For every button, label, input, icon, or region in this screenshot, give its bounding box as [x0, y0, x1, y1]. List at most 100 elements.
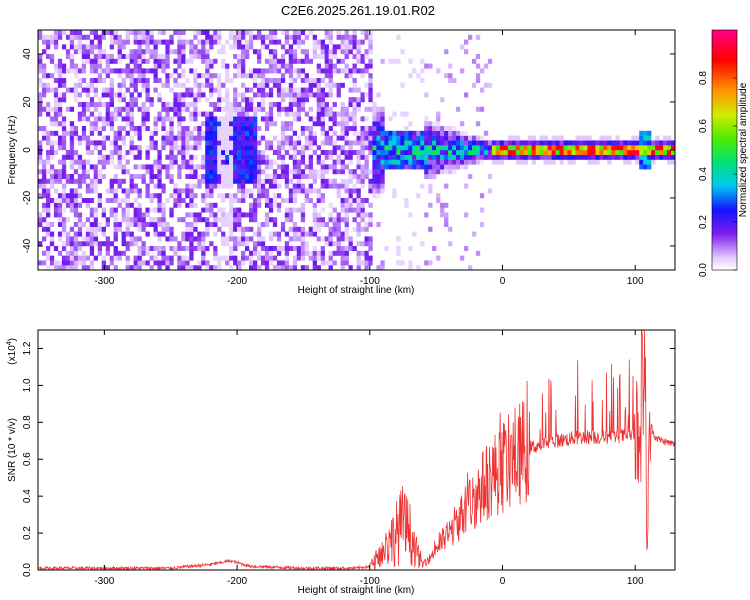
spectrogram-cell — [213, 217, 218, 223]
snr-scale-factor: (x104) — [6, 338, 18, 365]
spectrogram-cell — [253, 121, 258, 127]
spectrogram-cell — [257, 236, 262, 242]
spectrogram-cell — [213, 164, 218, 170]
spectrogram-cell — [288, 34, 294, 40]
spectrogram-cell — [137, 34, 142, 40]
spectrogram-cell — [328, 202, 333, 208]
spectrogram-cell — [352, 198, 357, 203]
spectrogram-cell — [73, 73, 79, 79]
spectrogram-cell — [483, 63, 489, 69]
spectrogram-cell — [296, 159, 302, 165]
spectrogram-cell — [117, 54, 122, 59]
spectrogram-cell — [69, 207, 75, 213]
colorbar-step — [712, 134, 737, 137]
spectrogram-cell — [205, 154, 210, 160]
spectrogram-cell — [133, 164, 138, 170]
spectrogram-cell — [77, 82, 83, 88]
spectrogram-cell — [352, 54, 357, 59]
spectrogram-cell — [137, 236, 142, 242]
spectrogram-cell — [663, 145, 668, 151]
colorbar-step — [712, 98, 737, 101]
spectrogram-cell — [468, 34, 473, 40]
spectrogram-cell — [296, 34, 302, 40]
spectrogram-cell — [165, 169, 170, 175]
spectrogram-cell — [101, 260, 106, 266]
spectrogram-cell — [229, 150, 234, 155]
spectrogram-cell — [412, 159, 417, 165]
spectrogram-cell — [89, 246, 95, 251]
spectrogram-cell — [352, 44, 357, 50]
spectrogram-cell — [456, 140, 461, 146]
spectrogram-cell — [193, 111, 198, 117]
spectrogram-cell — [133, 130, 138, 136]
spectrogram-cell — [229, 164, 234, 170]
spectrogram-cell — [57, 217, 63, 223]
spectrogram-cell — [292, 231, 298, 237]
spectrogram-cell — [663, 154, 668, 160]
spectrogram-cell — [639, 164, 644, 170]
spectrogram-cell — [308, 226, 313, 232]
spectrogram-cell — [121, 212, 126, 218]
spectrogram-cell — [189, 49, 194, 55]
spectrogram-cell — [109, 212, 114, 218]
spectrogram-cell — [543, 145, 548, 151]
spectrogram-cell — [372, 154, 377, 160]
spectrogram-cell — [201, 241, 206, 247]
spectrogram-cell — [376, 174, 381, 179]
spectrogram-cell — [292, 111, 298, 117]
spectrogram-cell — [340, 130, 345, 136]
spectrogram-cell — [141, 246, 146, 251]
spectrogram-cell — [332, 250, 337, 256]
spectrogram-cell — [153, 255, 158, 261]
spectrogram-cell — [663, 140, 668, 146]
spectrogram-cell — [340, 49, 345, 55]
spectrogram-cell — [249, 217, 254, 223]
spectrogram-cell — [320, 255, 325, 261]
spectrogram-cell — [392, 140, 397, 146]
spectrogram-cell — [201, 198, 206, 203]
spectrogram-cell — [296, 226, 302, 232]
spectrogram-cell — [479, 68, 485, 74]
spectrogram-cell — [177, 188, 182, 194]
spectrogram-cell — [368, 39, 373, 45]
spectrogram-cell — [109, 207, 114, 213]
spectrogram-cell — [69, 188, 75, 194]
spectrogram-cell — [249, 260, 254, 266]
spectrogram-cell — [408, 135, 413, 141]
colorbar-step — [712, 148, 737, 151]
spectrogram-cell — [257, 164, 262, 170]
spectrogram-cell — [125, 159, 130, 165]
spectrogram-cell — [177, 82, 182, 88]
spectrogram-cell — [57, 135, 63, 141]
spectrogram-cell — [38, 169, 43, 175]
spectrogram-cell — [651, 159, 656, 165]
spectrogram-cell — [173, 193, 178, 199]
spectrogram-cell — [368, 241, 373, 247]
spectrogram-cell — [344, 68, 349, 74]
snr-y-tick-label: 0.8 — [22, 415, 33, 429]
spectrogram-cell — [412, 140, 417, 146]
spectrogram-cell — [268, 159, 274, 165]
spectrogram-cell — [404, 140, 409, 146]
spectrogram-y-tick-label: 0 — [22, 147, 33, 153]
spectrogram-cell — [408, 154, 413, 160]
spectrogram-cell — [245, 39, 250, 45]
spectrogram-cell — [448, 159, 453, 165]
spectrogram-cell — [408, 164, 413, 170]
spectrogram-cell — [46, 198, 51, 203]
snr-x-axis-label: Height of straight line (km) — [298, 585, 415, 596]
spectrogram-cell — [133, 265, 138, 271]
spectrogram-cell — [308, 183, 313, 189]
spectrogram-cell — [125, 231, 130, 237]
spectrogram-cell — [157, 217, 162, 223]
spectrogram-cell — [38, 217, 43, 223]
spectrogram-cell — [495, 154, 501, 160]
spectrogram-cell — [85, 202, 91, 208]
spectrogram-cell — [268, 250, 274, 256]
spectrogram-cell — [519, 145, 524, 151]
spectrogram-cell — [312, 54, 317, 59]
spectrogram-cell — [300, 174, 306, 179]
spectrogram-cell — [141, 121, 146, 127]
spectrogram-cell — [46, 222, 51, 227]
spectrogram-cell — [241, 178, 246, 184]
